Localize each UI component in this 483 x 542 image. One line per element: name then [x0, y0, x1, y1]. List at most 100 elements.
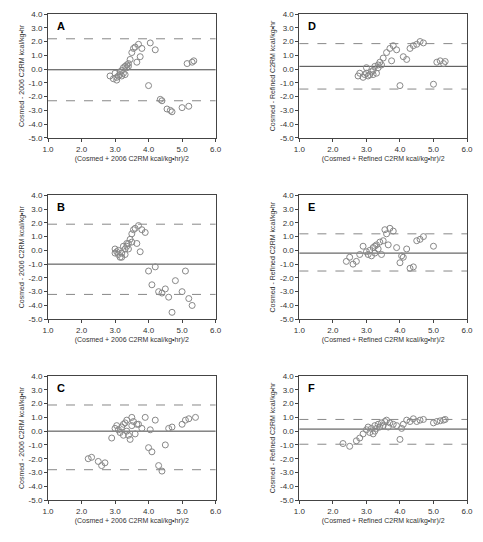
svg-text:-1.0: -1.0: [29, 260, 43, 269]
svg-text:3.0: 3.0: [283, 24, 295, 33]
svg-text:2.0: 2.0: [76, 145, 88, 154]
svg-text:-5.0: -5.0: [280, 496, 294, 505]
svg-text:-4.0: -4.0: [29, 301, 43, 310]
svg-text:5.0: 5.0: [428, 507, 440, 516]
svg-text:0.0: 0.0: [283, 427, 295, 436]
svg-text:4.0: 4.0: [143, 507, 155, 516]
svg-text:1.0: 1.0: [294, 507, 306, 516]
svg-text:3.0: 3.0: [109, 326, 121, 335]
svg-text:4.0: 4.0: [394, 326, 406, 335]
svg-text:2.0: 2.0: [283, 399, 295, 408]
svg-text:6.0: 6.0: [461, 145, 473, 154]
svg-text:5.0: 5.0: [177, 507, 189, 516]
svg-text:0.0: 0.0: [31, 427, 43, 436]
svg-text:E: E: [308, 201, 315, 213]
svg-text:-4.0: -4.0: [29, 120, 43, 129]
svg-text:0.0: 0.0: [283, 65, 295, 74]
svg-text:D: D: [308, 20, 316, 32]
svg-text:1.0: 1.0: [42, 326, 54, 335]
svg-text:5.0: 5.0: [177, 326, 189, 335]
svg-text:(Cosmed + Refined C2RM kcal/kg: (Cosmed + Refined C2RM kcal/kg•hr)/2: [322, 517, 445, 525]
svg-text:B: B: [57, 201, 65, 213]
svg-text:4.0: 4.0: [143, 326, 155, 335]
svg-text:0.0: 0.0: [31, 65, 43, 74]
svg-text:1.0: 1.0: [42, 507, 54, 516]
svg-text:2.0: 2.0: [31, 219, 43, 228]
svg-text:-3.0: -3.0: [29, 287, 43, 296]
svg-text:1.0: 1.0: [31, 51, 43, 60]
svg-text:-2.0: -2.0: [280, 274, 294, 283]
svg-text:-5.0: -5.0: [280, 134, 294, 143]
svg-text:Cosmed - Refined C2RM kcal/kg•: Cosmed - Refined C2RM kcal/kg•hr: [269, 201, 277, 312]
svg-text:2.0: 2.0: [283, 37, 295, 46]
svg-text:1.0: 1.0: [283, 51, 295, 60]
svg-text:(Cosmed + Refined C2RM kcal/kg: (Cosmed + Refined C2RM kcal/kg•hr)/2: [322, 336, 445, 344]
svg-text:1.0: 1.0: [31, 413, 43, 422]
svg-text:(Cosmed + Refined C2RM kcal/kg: (Cosmed + Refined C2RM kcal/kg•hr)/2: [322, 155, 445, 163]
svg-text:(Cosmed + 2006 C2RM kcal/kg•hr: (Cosmed + 2006 C2RM kcal/kg•hr)/2: [75, 336, 189, 344]
svg-text:-1.0: -1.0: [280, 260, 294, 269]
svg-text:3.0: 3.0: [361, 507, 373, 516]
svg-text:-2.0: -2.0: [280, 92, 294, 101]
svg-text:1.0: 1.0: [31, 232, 43, 241]
svg-text:6.0: 6.0: [210, 326, 222, 335]
svg-text:1.0: 1.0: [42, 145, 54, 154]
svg-text:-4.0: -4.0: [280, 482, 294, 491]
svg-text:-2.0: -2.0: [29, 274, 43, 283]
svg-text:-5.0: -5.0: [280, 315, 294, 324]
svg-text:2.0: 2.0: [31, 399, 43, 408]
svg-text:-2.0: -2.0: [29, 454, 43, 463]
svg-text:-4.0: -4.0: [29, 482, 43, 491]
svg-text:5.0: 5.0: [177, 145, 189, 154]
svg-text:4.0: 4.0: [31, 191, 43, 200]
svg-text:3.0: 3.0: [283, 205, 295, 214]
svg-text:3.0: 3.0: [31, 205, 43, 214]
svg-text:-5.0: -5.0: [29, 496, 43, 505]
svg-text:4.0: 4.0: [31, 372, 43, 381]
svg-text:5.0: 5.0: [428, 326, 440, 335]
svg-text:3.0: 3.0: [361, 326, 373, 335]
svg-text:Cosmed - Refined C2RM kcal/kg•: Cosmed - Refined C2RM kcal/kg•hr: [269, 382, 277, 493]
svg-text:3.0: 3.0: [109, 145, 121, 154]
svg-text:6.0: 6.0: [210, 145, 222, 154]
svg-text:-1.0: -1.0: [280, 79, 294, 88]
svg-text:-3.0: -3.0: [280, 287, 294, 296]
svg-text:2.0: 2.0: [283, 219, 295, 228]
svg-text:4.0: 4.0: [143, 145, 155, 154]
svg-text:2.0: 2.0: [76, 507, 88, 516]
svg-text:1.0: 1.0: [283, 232, 295, 241]
svg-text:C: C: [57, 382, 65, 394]
svg-text:3.0: 3.0: [31, 24, 43, 33]
svg-text:(Cosmed + 2006 C2RM kcal/kg•hr: (Cosmed + 2006 C2RM kcal/kg•hr)/2: [75, 517, 189, 525]
svg-text:-1.0: -1.0: [280, 441, 294, 450]
svg-text:4.0: 4.0: [283, 10, 295, 19]
svg-text:3.0: 3.0: [283, 386, 295, 395]
svg-text:4.0: 4.0: [394, 145, 406, 154]
svg-text:6.0: 6.0: [210, 507, 222, 516]
svg-text:-4.0: -4.0: [280, 120, 294, 129]
svg-text:0.0: 0.0: [31, 246, 43, 255]
svg-text:-3.0: -3.0: [280, 468, 294, 477]
svg-text:3.0: 3.0: [361, 145, 373, 154]
svg-text:-3.0: -3.0: [280, 106, 294, 115]
svg-text:4.0: 4.0: [394, 507, 406, 516]
svg-text:-2.0: -2.0: [280, 454, 294, 463]
svg-text:6.0: 6.0: [461, 326, 473, 335]
svg-text:4.0: 4.0: [283, 372, 295, 381]
svg-text:3.0: 3.0: [109, 507, 121, 516]
svg-text:2.0: 2.0: [31, 37, 43, 46]
svg-text:-4.0: -4.0: [280, 301, 294, 310]
svg-text:F: F: [308, 382, 315, 394]
svg-text:2.0: 2.0: [327, 326, 339, 335]
svg-text:-3.0: -3.0: [29, 468, 43, 477]
svg-text:2.0: 2.0: [327, 507, 339, 516]
svg-text:(Cosmed + 2006 C2RM kcal/kg•hr: (Cosmed + 2006 C2RM kcal/kg•hr)/2: [75, 155, 189, 163]
svg-text:6.0: 6.0: [461, 507, 473, 516]
svg-text:4.0: 4.0: [283, 191, 295, 200]
svg-text:3.0: 3.0: [31, 386, 43, 395]
svg-text:1.0: 1.0: [294, 145, 306, 154]
svg-text:Cosmed - 2006 C2RM kcal/kg•hr: Cosmed - 2006 C2RM kcal/kg•hr: [18, 24, 26, 127]
svg-text:5.0: 5.0: [428, 145, 440, 154]
svg-text:A: A: [57, 20, 65, 32]
svg-text:1.0: 1.0: [283, 413, 295, 422]
